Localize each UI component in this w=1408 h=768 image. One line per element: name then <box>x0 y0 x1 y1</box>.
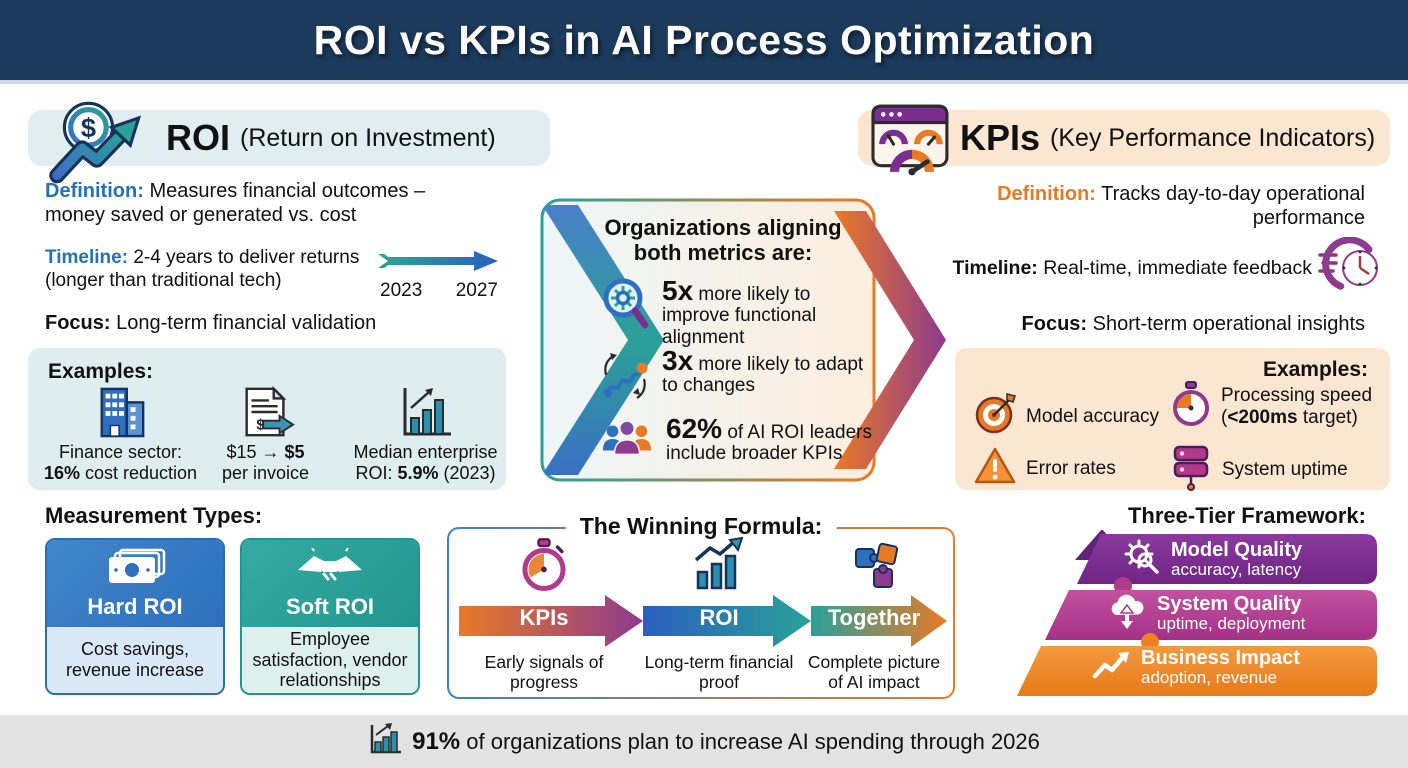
formula-step-desc: Early signals of progress <box>484 652 604 692</box>
soft-roi-header: Soft ROI <box>242 540 418 627</box>
roi-example-text: Median enterprise ROI: 5.9% (2023) <box>353 442 498 483</box>
roi-example-text: Finance sector: 16% cost reduction <box>43 442 198 483</box>
alignment-banner: Organizations aligning both metrics are:… <box>528 197 948 484</box>
roi-example-text: $15 → $5 per invoice <box>221 442 310 483</box>
timeline-end-year: 2027 <box>455 280 498 301</box>
roi-example-finance: Finance sector: 16% cost reduction <box>38 384 203 483</box>
gear-search-icon <box>1123 538 1161 581</box>
roi-example-median: Median enterprise ROI: 5.9% (2023) <box>348 384 503 483</box>
hard-roi-header: Hard ROI <box>47 540 223 627</box>
adaptability-spring-icon <box>600 347 650 406</box>
kpi-example-accuracy: Model accuracy <box>973 392 1159 441</box>
winning-formula-heading: The Winning Formula: <box>565 513 837 540</box>
formula-step-desc: Complete picture of AI impact <box>807 652 941 692</box>
roi-timeline-arrow: 2023 2027 <box>378 250 500 302</box>
handshake-icon <box>294 546 366 591</box>
kpi-section-header: KPIs (Key Performance Indicators) <box>858 104 1390 176</box>
formula-step-desc: Long-term financial proof <box>644 652 794 692</box>
trend-up-icon <box>1091 649 1131 686</box>
tier-desc: adoption, revenue <box>1141 667 1278 687</box>
svg-text:$: $ <box>256 417 264 433</box>
footer-text: 91% of organizations plan to increase AI… <box>412 727 1040 755</box>
kpi-example-uptime: System uptime <box>1167 443 1348 496</box>
growth-chart-icon <box>644 533 794 593</box>
tier-business-impact: Business Impact adoption, revenue <box>1091 642 1300 692</box>
kpi-timeline: Timeline: Real-time, immediate feedback <box>952 257 1312 279</box>
kpi-examples-label: Examples: <box>1262 358 1368 381</box>
stopwatch-icon <box>469 533 619 593</box>
roi-focus: Focus: Long-term financial validation <box>45 312 377 334</box>
hard-roi-card: Hard ROI Cost savings, revenue increase <box>45 538 225 695</box>
magnifier-gear-icon <box>600 277 650 336</box>
stopwatch-icon <box>1170 380 1212 433</box>
tier-desc: uptime, deployment <box>1157 613 1306 633</box>
kpi-focus: Focus: Short-term operational insights <box>1021 313 1365 335</box>
page-title: ROI vs KPIs in AI Process Optimization <box>313 16 1095 63</box>
tier-title: Business Impact <box>1141 646 1300 669</box>
stat-text: 62% of AI ROI leaders include broader KP… <box>666 413 873 465</box>
stat-text: 3x more likely to adapt to changes <box>662 345 864 397</box>
office-building-icon <box>38 384 203 438</box>
cash-icon <box>102 548 168 591</box>
timeline-start-year: 2023 <box>380 280 423 301</box>
warning-icon <box>973 446 1017 491</box>
server-icon <box>1167 443 1213 496</box>
invoice-icon: $ <box>203 384 328 438</box>
framework-heading: Three-Tier Framework: <box>1127 503 1366 528</box>
roi-heading: ROI <box>166 117 231 158</box>
roi-example-invoice: $ $15 → $5 per invoice <box>203 384 328 483</box>
stat-adaptability: 3x more likely to adapt to changes <box>600 347 872 406</box>
tier-model-quality: Model Quality accuracy, latency <box>1123 534 1302 584</box>
kpi-subheading: (Key Performance Indicators) <box>1050 123 1376 152</box>
footer-stat-bar: 91% of organizations plan to increase AI… <box>0 715 1408 768</box>
soft-roi-card: Soft ROI Employee satisfaction, vendor r… <box>240 538 420 695</box>
target-icon <box>973 392 1017 441</box>
tier-title: System Quality <box>1157 592 1302 615</box>
stat-roi-leaders: 62% of AI ROI leaders include broader KP… <box>600 415 872 466</box>
svg-text:$: $ <box>81 112 96 143</box>
roi-coin-arrow-icon: $ <box>38 96 164 193</box>
roi-examples-box: Examples: Finance sector: 16% cost reduc… <box>28 348 506 490</box>
stat-functional-alignment: 5x more likely to improve functional ali… <box>600 277 872 348</box>
puzzle-icon <box>799 533 949 593</box>
kpi-example-speed: Processing speed (<200ms target) <box>1170 380 1372 433</box>
kpi-heading: KPIs <box>960 117 1041 158</box>
soft-roi-body: Employee satisfaction, vendor relationsh… <box>242 627 418 693</box>
roi-definition: Definition: Measures financial outcomes … <box>45 180 426 227</box>
alignment-heading: Organizations aligning both metrics are: <box>604 215 842 266</box>
header-banner: ROI vs KPIs in AI Process Optimization <box>0 0 1408 84</box>
kpi-dashboard-icon <box>868 100 956 183</box>
kpi-definition: Definition: Tracks day-to-day operationa… <box>997 183 1365 230</box>
measurement-heading: Measurement Types: <box>45 503 263 528</box>
kpi-examples-box: Examples: Model accuracy <box>955 348 1390 491</box>
timeline-arrow-icon <box>378 251 498 271</box>
roi-subheading: (Return on Investment) <box>240 123 496 152</box>
bar-chart-icon <box>368 722 402 761</box>
roi-examples-label: Examples: <box>48 360 154 383</box>
hard-roi-body: Cost savings, revenue increase <box>47 627 223 693</box>
soft-roi-title: Soft ROI <box>286 593 374 619</box>
tier-desc: accuracy, latency <box>1171 559 1302 579</box>
formula-step-label: Together <box>827 605 921 630</box>
hard-roi-title: Hard ROI <box>87 593 183 619</box>
kpi-example-errors: Error rates <box>973 446 1116 491</box>
people-group-icon <box>600 415 654 466</box>
formula-arrows <box>459 595 947 647</box>
median-roi-chart-icon <box>348 384 503 438</box>
stat-text: 5x more likely to improve functional ali… <box>662 275 817 348</box>
kpi-example-text: Processing speed (<200ms target) <box>1221 385 1373 428</box>
formula-step-label: ROI <box>699 605 739 630</box>
roi-timeline: Timeline: 2-4 years to deliver returns (… <box>45 247 360 292</box>
formula-step-label: KPIs <box>519 605 569 630</box>
roi-section-header: $ ROI (Return on Investment) <box>28 101 550 184</box>
three-tier-framework: Model Quality accuracy, latency System Q… <box>1005 530 1390 700</box>
tier-title: Model Quality <box>1171 538 1303 561</box>
winning-formula-box: The Winning Formula: <box>447 513 955 699</box>
tier-system-quality: System Quality uptime, deployment <box>1107 588 1305 638</box>
chevron-banner-shape <box>540 198 946 482</box>
cloud-deploy-icon <box>1107 593 1147 634</box>
realtime-clock-icon <box>1318 236 1386 304</box>
